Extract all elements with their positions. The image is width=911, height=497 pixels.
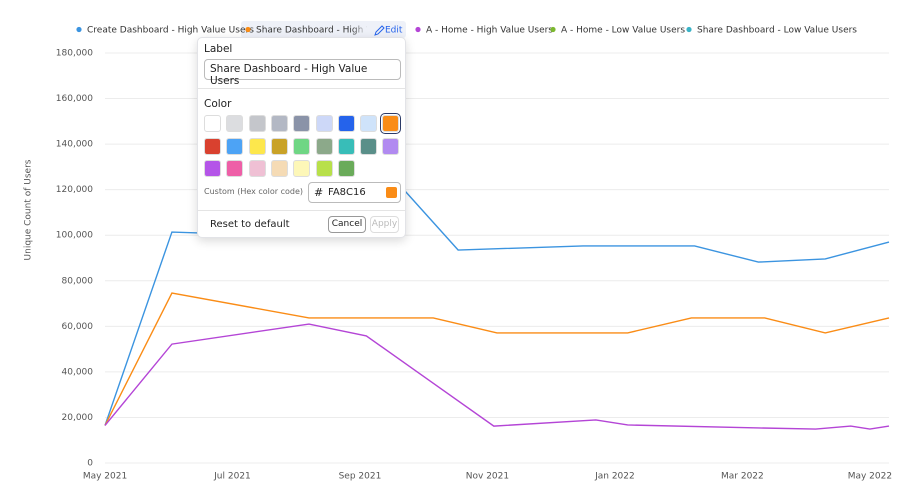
color-heading: Color: [204, 98, 232, 110]
x-tick-label: Jan 2022: [594, 472, 635, 482]
color-swatch[interactable]: [293, 137, 311, 155]
color-swatch[interactable]: [382, 137, 400, 155]
color-swatch[interactable]: [360, 137, 378, 155]
color-swatch[interactable]: [226, 115, 244, 132]
edit-button[interactable]: Edit: [374, 25, 403, 36]
y-tick-label: 100,000: [56, 231, 93, 241]
color-swatch[interactable]: [204, 115, 221, 132]
x-tick-label: Jul 2021: [213, 472, 251, 482]
legend-dot: [245, 26, 251, 33]
hash: #: [314, 186, 324, 199]
legend-label: Share Dashboard - Low Value Users: [697, 26, 857, 36]
legend-dot: [686, 26, 692, 33]
custom-label: Custom (Hex color code): [204, 187, 304, 196]
label-heading: Label: [204, 43, 233, 55]
edit-icon: [374, 25, 385, 36]
series-line: [104, 323, 890, 430]
y-tick-label: 60,000: [62, 322, 94, 332]
x-tick-label: Mar 2022: [721, 472, 764, 482]
color-swatch[interactable]: [248, 160, 266, 177]
divider: [198, 88, 405, 89]
color-swatch[interactable]: [337, 160, 355, 177]
color-swatch[interactable]: [337, 137, 355, 155]
y-tick-label: 20,000: [62, 413, 94, 423]
legend-label: Share Dashboard - High Value Users: [256, 26, 419, 36]
color-swatch[interactable]: [248, 137, 266, 155]
legend-dot: [76, 26, 82, 33]
hex-value: FA8C16: [328, 187, 366, 198]
color-swatch[interactable]: [360, 115, 378, 132]
color-swatch[interactable]: [270, 160, 288, 177]
y-tick-label: 40,000: [62, 367, 94, 377]
color-swatch[interactable]: [204, 160, 221, 177]
y-tick-label: 160,000: [56, 94, 93, 104]
x-tick-label: May 2022: [848, 472, 892, 482]
color-swatch[interactable]: [248, 115, 266, 132]
y-tick-label: 120,000: [56, 185, 93, 195]
color-swatch[interactable]: [270, 137, 288, 155]
y-tick-label: 140,000: [56, 140, 93, 150]
edit-label: Edit: [385, 26, 403, 36]
x-tick-label: Nov 2021: [466, 472, 509, 482]
color-swatch[interactable]: [315, 137, 333, 155]
cancel-button[interactable]: Cancel: [328, 216, 366, 233]
x-tick-label: May 2021: [83, 472, 127, 482]
hex-input[interactable]: # FA8C16: [308, 182, 401, 203]
color-swatch[interactable]: [315, 160, 333, 177]
color-swatch[interactable]: [270, 115, 288, 132]
hex-swatch: [386, 187, 397, 198]
color-swatch[interactable]: [204, 137, 221, 155]
legend-dot: [550, 26, 556, 33]
apply-button[interactable]: Apply: [370, 216, 399, 233]
color-swatch[interactable]: [226, 160, 244, 177]
color-swatch[interactable]: [226, 137, 244, 155]
legend-fade: [352, 21, 368, 38]
y-axis-label: Unique Count of Users: [24, 159, 34, 260]
legend-label: A - Home - High Value Users: [426, 26, 553, 36]
divider: [198, 210, 405, 211]
legend-label: A - Home - Low Value Users: [561, 26, 685, 36]
color-swatch[interactable]: [382, 115, 400, 132]
reset-button[interactable]: Reset to default: [210, 219, 290, 230]
label-input[interactable]: Share Dashboard - High Value Users: [204, 59, 401, 87]
color-popup: Label Share Dashboard - High Value Users…: [197, 37, 406, 238]
y-tick-label: 0: [87, 459, 93, 469]
legend-dot: [415, 26, 421, 33]
x-tick-label: Sep 2021: [339, 472, 382, 482]
legend-label: Create Dashboard - High Value Users: [87, 26, 254, 36]
series-line: [104, 292, 890, 426]
color-swatch[interactable]: [293, 160, 311, 177]
y-tick-label: 180,000: [56, 49, 93, 59]
y-tick-label: 80,000: [62, 276, 94, 286]
color-swatch[interactable]: [315, 115, 333, 132]
color-swatch[interactable]: [337, 115, 355, 132]
color-swatch[interactable]: [293, 115, 311, 132]
